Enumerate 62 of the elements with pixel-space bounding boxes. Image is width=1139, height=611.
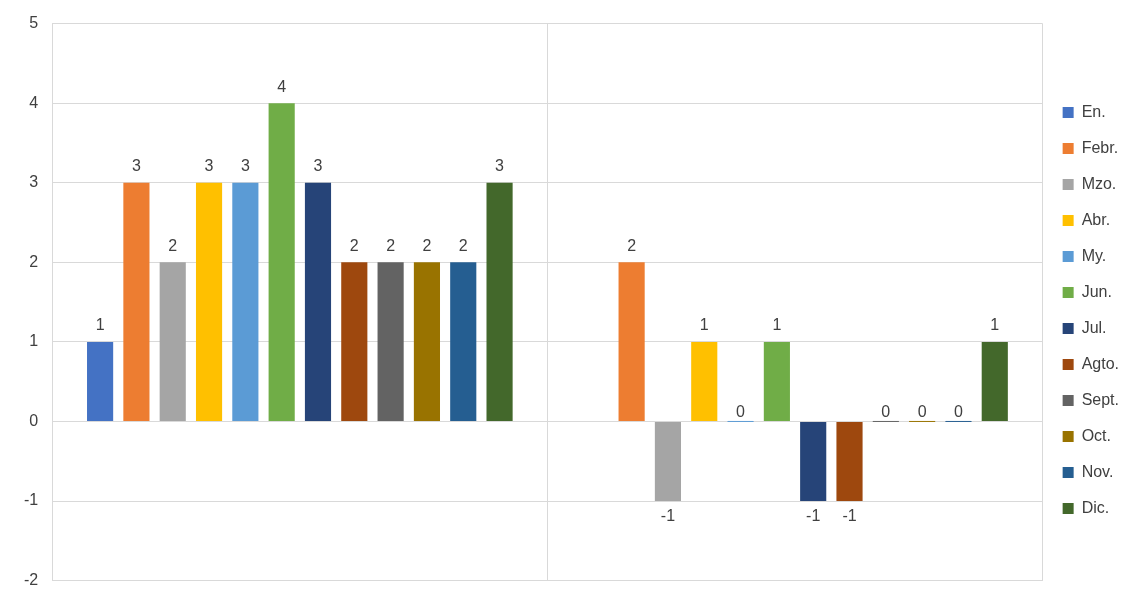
bar bbox=[159, 262, 186, 421]
legend-label: Jun. bbox=[1081, 282, 1112, 300]
legend-label: My. bbox=[1081, 246, 1107, 264]
y-tick-label: 1 bbox=[29, 332, 39, 350]
legend-label: Jul. bbox=[1081, 318, 1107, 336]
data-label: 2 bbox=[422, 236, 432, 254]
bar bbox=[268, 103, 295, 421]
y-tick-label: 3 bbox=[29, 173, 39, 191]
y-tick-label: 5 bbox=[29, 14, 39, 32]
bar bbox=[304, 182, 332, 421]
bar bbox=[486, 182, 513, 421]
data-label: 3 bbox=[495, 157, 505, 175]
legend-label: Agto. bbox=[1081, 354, 1119, 372]
y-tick-label: 0 bbox=[29, 411, 39, 429]
y-tick-label: 4 bbox=[29, 93, 39, 111]
data-label: 3 bbox=[131, 157, 141, 175]
legend-label: Dic. bbox=[1081, 498, 1110, 516]
legend-label: Nov. bbox=[1081, 462, 1114, 480]
bar bbox=[341, 262, 368, 421]
legend-label: Sept. bbox=[1081, 390, 1119, 408]
bar bbox=[123, 182, 150, 421]
data-label: 3 bbox=[204, 157, 214, 175]
bar bbox=[450, 262, 477, 421]
bar bbox=[800, 421, 827, 502]
bar bbox=[654, 421, 682, 502]
bar bbox=[232, 182, 259, 421]
y-tick-label: 2 bbox=[29, 252, 39, 270]
bar bbox=[981, 341, 1008, 421]
legend-label: Abr. bbox=[1081, 210, 1111, 228]
legend-label: Oct. bbox=[1081, 426, 1111, 444]
bar bbox=[413, 262, 441, 421]
y-tick-label: -1 bbox=[23, 491, 39, 509]
bar bbox=[836, 421, 863, 502]
bar bbox=[195, 182, 223, 421]
data-label: 0 bbox=[917, 403, 927, 421]
data-label: 3 bbox=[313, 157, 323, 175]
data-label: 1 bbox=[699, 316, 709, 334]
bar bbox=[691, 341, 718, 421]
data-label: 0 bbox=[954, 403, 963, 421]
data-label: 1 bbox=[990, 316, 1000, 334]
data-label: -1 bbox=[660, 507, 676, 525]
data-label: 1 bbox=[95, 316, 105, 334]
data-label: 2 bbox=[168, 236, 178, 254]
data-label: -1 bbox=[806, 507, 821, 525]
data-label: 0 bbox=[881, 403, 891, 421]
y-tick-label: -2 bbox=[23, 571, 39, 589]
data-label: 2 bbox=[386, 236, 396, 254]
bar bbox=[763, 341, 790, 421]
data-label: 3 bbox=[240, 157, 250, 175]
bar bbox=[618, 262, 645, 421]
bar bbox=[87, 341, 114, 421]
data-label: 2 bbox=[458, 236, 468, 254]
legend-label: En. bbox=[1081, 102, 1106, 120]
data-label: 2 bbox=[349, 236, 359, 254]
data-label: 0 bbox=[736, 403, 746, 421]
data-label: 2 bbox=[627, 236, 637, 254]
data-label: -1 bbox=[842, 507, 857, 525]
legend-label: Mzo. bbox=[1081, 174, 1117, 192]
data-label: 1 bbox=[772, 316, 782, 334]
legend-label: Febr. bbox=[1081, 138, 1119, 156]
data-label: 4 bbox=[277, 77, 287, 95]
bar bbox=[377, 262, 404, 421]
